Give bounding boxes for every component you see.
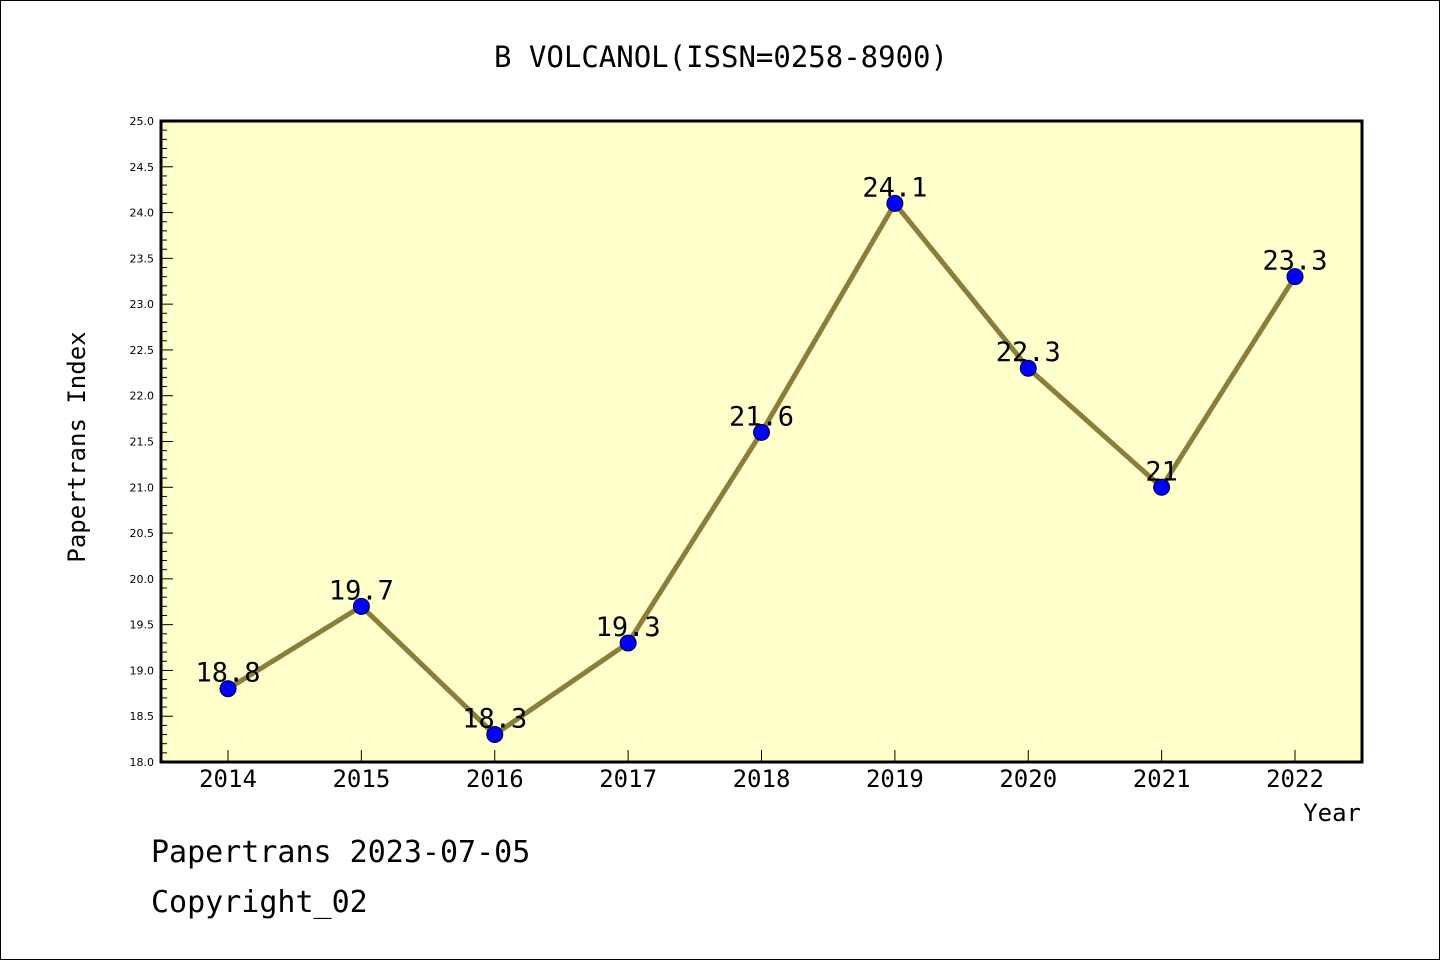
x-tick-label: 2016 [466,765,524,793]
data-point-label: 21.6 [729,401,794,432]
data-point-label: 24.1 [862,172,927,203]
y-tick-label: 24.0 [130,207,155,220]
y-tick-label: 21.0 [130,481,155,494]
data-point-marker [753,423,770,441]
footer-date-line: Papertrans 2023-07-05 [151,835,531,870]
y-axis: 18.0 18.5 19.0 19.5 20.0 20.5 21.0 21.5 22.0 22.5… [130,115,173,769]
data-point-marker [219,680,237,698]
x-tick-label: 2018 [733,765,791,793]
x-tick-label: 2021 [1133,765,1191,793]
y-tick-label: 22.5 [130,344,155,357]
y-tick-label: 23.0 [130,298,155,311]
x-axis: 2014 2015 2016 2017 2018 2019 2020 2021 2022 [199,750,1324,793]
y-tick-label: 20.5 [130,527,155,540]
data-point-label: 23.3 [1262,246,1327,277]
plot-area [159,119,1364,764]
data-point-marker [352,597,370,615]
y-tick-label: 25.0 [130,115,155,128]
data-point-label: 21 [1145,456,1178,487]
y-tick-label: 19.5 [130,619,155,632]
x-axis-label: Year [1303,799,1361,827]
series-line [219,194,1304,744]
data-point-marker [886,194,904,212]
y-tick-label: 19.0 [130,664,155,677]
x-tick-label: 2017 [599,765,657,793]
data-labels: 18.8 19.7 18.3 19.3 21.6 24.1 22.3 21 23.3 [195,172,1327,734]
y-tick-label: 18.0 [130,756,155,769]
data-point-marker [1153,478,1171,496]
y-tick-label: 22.0 [130,390,155,403]
footer-copyright-line: Copyright_02 [151,885,368,920]
chart-title: B VOLCANOL(ISSN=0258-8900) [494,40,948,74]
y-tick-label: 18.5 [130,710,155,723]
data-point-label: 19.7 [329,575,394,606]
y-tick-label: 24.5 [130,161,155,174]
x-tick-label: 2022 [1266,765,1324,793]
x-tick-label: 2019 [866,765,924,793]
x-tick-label: 2014 [199,765,257,793]
y-tick-label: 20.0 [130,573,155,586]
data-point-marker [1286,268,1304,286]
y-axis-label: Papertrans Index [63,331,91,562]
data-point-marker [1019,359,1037,377]
data-point-label: 18.3 [462,704,527,735]
y-tick-label: 23.5 [130,252,155,265]
data-point-marker [486,726,504,744]
data-point-marker [619,634,637,652]
y-tick-label: 21.5 [130,436,155,449]
x-tick-label: 2015 [332,765,390,793]
data-point-label: 19.3 [596,612,661,643]
data-point-label: 22.3 [996,337,1061,368]
x-tick-label: 2020 [999,765,1057,793]
data-point-label: 18.8 [195,658,260,689]
